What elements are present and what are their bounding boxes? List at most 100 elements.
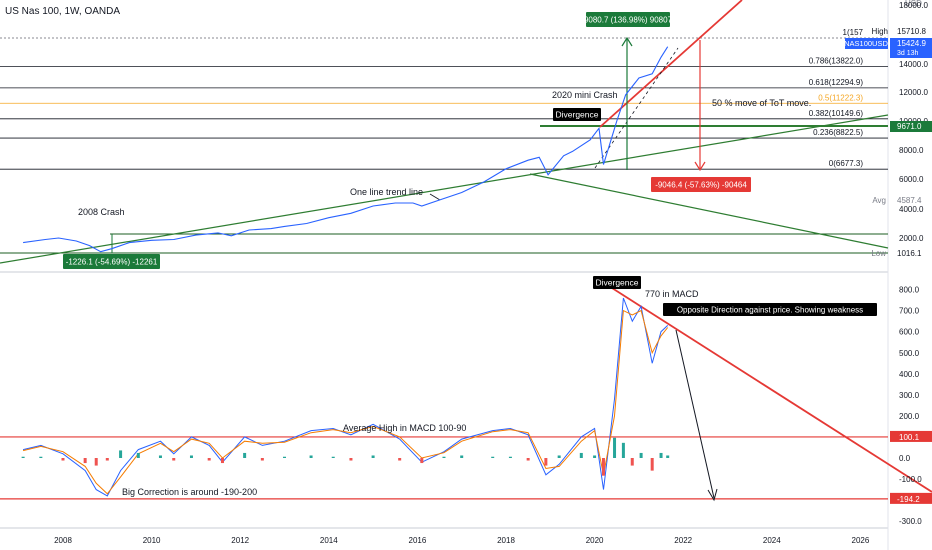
histogram-bar — [94, 458, 98, 466]
histogram-bar — [371, 455, 375, 458]
price-tick-label: 6000.0 — [899, 175, 924, 184]
macd-red-trend-line — [611, 287, 932, 493]
macd-tick-label: -100.0 — [899, 475, 922, 484]
histogram-bar — [331, 456, 335, 458]
long-trend-line — [0, 114, 889, 264]
histogram-bar — [650, 458, 654, 471]
fib-level-label: 0.5(11222.3) — [818, 93, 863, 102]
histogram-bar — [420, 458, 424, 464]
annotation-trend-line: One line trend line — [350, 187, 423, 197]
price-tag-last-bg — [890, 38, 932, 58]
macd-series-line — [22, 309, 669, 495]
histogram-bar — [309, 455, 313, 458]
annotation-macd-divergence: Divergence — [596, 278, 639, 288]
price-tag-last-value: 15424.9 — [897, 39, 926, 48]
histogram-bar — [105, 458, 109, 461]
price-tick-label: 8000.0 — [899, 146, 924, 155]
annotation-mini-crash: 2020 mini Crash — [552, 90, 618, 100]
series — [21, 46, 670, 497]
histogram-bar — [61, 458, 65, 461]
histogram-bar — [491, 456, 495, 458]
macd-tick-label: 700.0 — [899, 307, 920, 316]
histogram-bar — [283, 456, 286, 458]
macd-tick-label: 200.0 — [899, 412, 920, 421]
price-tag-avg-value: 4587.4 — [897, 196, 922, 205]
histogram-bar — [639, 452, 643, 458]
histogram-bar — [398, 458, 402, 461]
histogram-bar — [172, 458, 176, 461]
labels: 9080.7 (136.98%) 90807 -9046.4 (-57.63%) … — [63, 12, 877, 497]
macd-down-arrowhead — [707, 488, 718, 502]
histogram-bar — [593, 455, 597, 458]
time-tick-label: 2022 — [674, 536, 692, 545]
price-line — [23, 46, 669, 253]
histogram-bar — [460, 455, 464, 458]
time-tick-label: 2016 — [409, 536, 427, 545]
histogram-bar — [601, 458, 605, 476]
macd-tag-low: -194.2 — [897, 495, 920, 504]
price-tag-green-value: 9671.0 — [897, 122, 922, 131]
annotation-average-high: Average High in MACD 100-90 — [343, 423, 466, 433]
price-tag-symbol: NAS100USD — [844, 39, 888, 48]
macd-series-line — [22, 297, 669, 497]
histogram-bar — [39, 456, 43, 458]
price-tick-label: 4000.0 — [899, 205, 924, 214]
price-tag-low-label: Low — [871, 249, 886, 258]
price-tag-symbol-bg — [845, 38, 888, 49]
chart-title: US Nas 100, 1W, OANDA — [5, 6, 120, 17]
fib-level-label: 0(6677.3) — [829, 159, 864, 168]
macd-tag-high: 100.1 — [899, 433, 920, 442]
measure-up-label-bg — [586, 12, 670, 27]
histogram-bar — [260, 458, 264, 461]
macd-tick-label: 500.0 — [899, 349, 920, 358]
fib-level-label: 0.786(13822.0) — [809, 56, 864, 65]
trend-label-leader — [429, 193, 441, 201]
price-tick-label: 18000.0 — [899, 1, 928, 10]
histogram-bar — [526, 458, 530, 461]
fib-level-label: 1(157 — [843, 28, 864, 37]
time-tick-label: 2010 — [143, 536, 161, 545]
price-tag-green-bg — [890, 121, 932, 132]
annotation-price-divergence-bg — [553, 108, 601, 121]
annotation-macd-divergence-bg — [593, 276, 641, 289]
annotation-macd-770: 770 in MACD — [645, 289, 699, 299]
histogram-bar — [613, 437, 617, 458]
histogram-bar — [119, 450, 123, 458]
macd-tag-high-bg — [890, 430, 932, 442]
histogram-bar — [666, 455, 670, 458]
annotation-price-divergence: Divergence — [556, 110, 599, 120]
price-tag-last-countdown: 3d 13h — [897, 50, 919, 57]
histogram-bar — [83, 458, 87, 464]
crash-measure-label: -1226.1 (-54.69%) -12261 — [66, 258, 158, 267]
price-tick-label: 2000.0 — [899, 234, 924, 243]
axes: USD18000.014000.012000.010000.08000.0600… — [54, 0, 932, 545]
histogram-bar — [158, 455, 162, 458]
macd-tick-label: 800.0 — [899, 286, 920, 295]
histogram-bar — [544, 458, 548, 466]
histogram-bar — [207, 458, 211, 461]
histogram-bar — [630, 458, 634, 466]
macd-tick-label: 600.0 — [899, 328, 920, 337]
macd-tick-label: 400.0 — [899, 370, 920, 379]
measure-up-arrow — [621, 36, 633, 47]
time-tick-label: 2020 — [586, 536, 604, 545]
price-tick-label: 12000.0 — [899, 88, 928, 97]
fib-level-label: 0.618(12294.9) — [809, 78, 864, 87]
drawings — [0, 0, 932, 502]
annotation-big-correction: Big Correction is around -190-200 — [122, 487, 257, 497]
measure-up-label: 9080.7 (136.98%) 90807 — [584, 16, 673, 25]
time-tick-label: 2008 — [54, 536, 72, 545]
price-tag-low-value: 1016.1 — [897, 249, 922, 258]
macd-tick-label: 0.0 — [899, 454, 911, 463]
annotation-opposite-direction: Opposite Direction against price. Showin… — [677, 306, 863, 315]
histogram-bar — [579, 452, 583, 458]
time-tick-label: 2026 — [852, 536, 870, 545]
histogram-bar — [621, 442, 625, 458]
histogram-bar — [189, 455, 193, 458]
histogram-bar — [220, 458, 224, 464]
histogram-bar — [136, 452, 140, 458]
measure-down-label-bg — [651, 177, 751, 192]
histogram-bar — [21, 456, 25, 458]
